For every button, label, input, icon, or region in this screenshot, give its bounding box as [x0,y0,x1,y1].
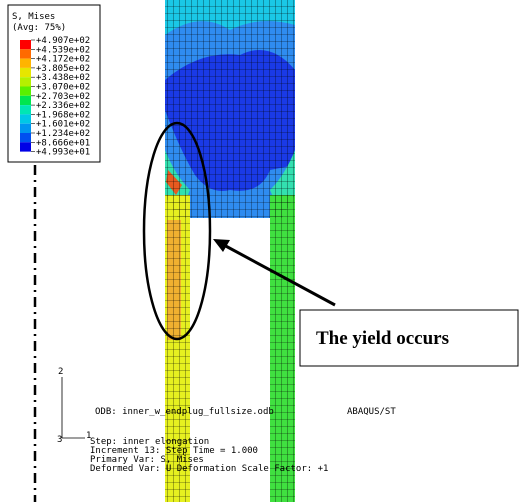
legend-swatch [20,105,31,114]
odb-label: ODB: inner_w_endplug_fullsize.odb [95,407,274,417]
legend-swatch [20,114,31,123]
legend-subtitle: (Avg: 75%) [12,23,66,33]
legend-swatch [20,133,31,142]
legend-swatch [20,87,31,96]
screenshot: S, Mises (Avg: 75%) +4.907e+02+4.539e+02… [0,0,528,502]
legend-title: S, Mises [12,12,55,22]
fe-model [165,0,295,502]
triad-label: 3 [57,435,62,445]
legend-swatch [20,49,31,58]
legend-swatch [20,142,31,151]
legend-swatch [20,40,31,49]
annotation: The yield occurs [316,328,449,349]
triad [62,377,85,438]
page: S, Mises (Avg: 75%) +4.907e+02+4.539e+02… [0,0,528,502]
legend-swatch [20,59,31,68]
legend-swatch [20,68,31,77]
triad-label: 2 [58,367,63,377]
legend-swatch [20,96,31,105]
legend-level: +4.993e+01 [36,148,90,158]
solver-label: ABAQUS/ST [347,407,396,417]
legend: +4.907e+02+4.539e+02+4.172e+02+3.805e+02… [20,36,90,158]
legend-swatch [20,77,31,86]
legend-swatch [20,124,31,133]
deformed-var-label: Deformed Var: U Deformation Scale Factor… [90,464,328,474]
